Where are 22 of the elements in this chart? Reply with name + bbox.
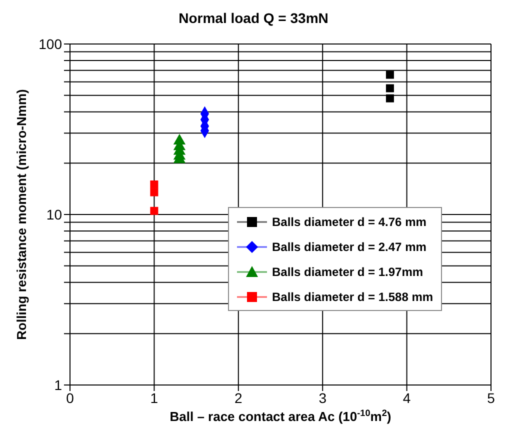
point — [386, 94, 394, 102]
point — [386, 70, 394, 79]
y-tick-label: 100 — [38, 36, 62, 52]
chart-title: Normal load Q = 33mN — [178, 9, 330, 28]
y-tick-label: 10 — [46, 206, 62, 222]
x-tick-label: 5 — [487, 390, 496, 406]
y-axis-title: Rolling resistance moment (micro-Nmm) — [14, 89, 29, 340]
point — [150, 180, 158, 188]
legend-label: Balls diameter d = 1.588 mm — [272, 290, 434, 304]
x-tick-label: 3 — [318, 390, 327, 406]
y-tick-label: 1 — [54, 376, 62, 393]
x-axis-title: Ball – race contact area Ac (10$^{-10}$m$^{2}$) — [170, 408, 392, 424]
x-tick-label: 1 — [150, 390, 158, 406]
point — [386, 84, 394, 92]
legend-label: Balls diameter d = 2.47 mm — [272, 240, 426, 254]
legend-label: Balls diameter d = 1.97mm — [272, 264, 424, 278]
point — [150, 206, 158, 215]
legend-label: Balls diameter d = 4.76 mm — [272, 214, 426, 228]
point — [150, 188, 158, 196]
x-tick-label: 2 — [234, 390, 242, 406]
x-tick-label: 4 — [402, 390, 411, 406]
x-tick-label: 0 — [66, 390, 74, 406]
